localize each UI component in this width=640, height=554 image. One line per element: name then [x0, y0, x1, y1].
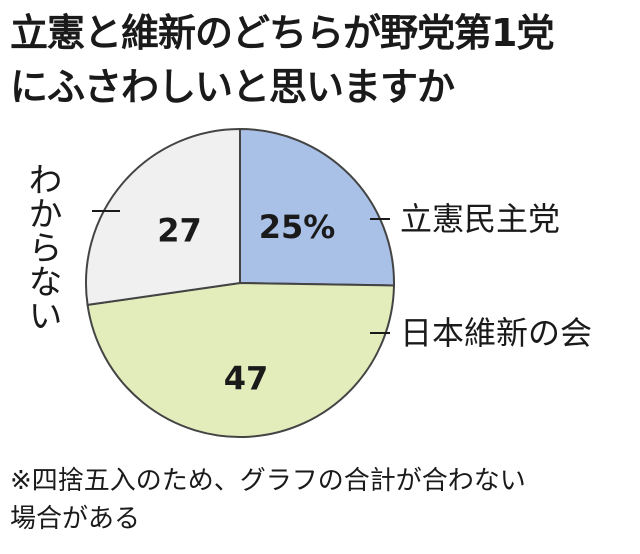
- footnote-line-1: ※四捨五入のため、グラフの合計が合わない: [10, 466, 526, 496]
- footnote-line-2: 場合がある: [10, 504, 141, 534]
- slice-unknown: [85, 127, 241, 307]
- slice-ishin: [86, 281, 395, 438]
- value-label-unknown: 27: [157, 212, 202, 250]
- title-line-1: 立憲と維新のどちらが野党第1党: [10, 11, 554, 55]
- slice-label-ishin: 日本維新の会: [400, 314, 592, 352]
- pie-slices: [85, 127, 395, 438]
- leader-lines: [92, 210, 390, 334]
- footnote: ※四捨五入のため、グラフの合計が合わない 場合がある: [10, 462, 630, 538]
- chart-title: 立憲と維新のどちらが野党第1党 にふさわしいと思いますか: [10, 6, 635, 114]
- title-line-2: にふさわしいと思いますか: [10, 65, 455, 109]
- value-labels: 25% 47 27: [157, 208, 335, 397]
- slice-label-rikken: 立憲民主党: [400, 200, 560, 238]
- slice-label-unknown: わからない: [22, 162, 62, 332]
- value-label-ishin: 47: [224, 359, 269, 397]
- slice-rikken: [239, 127, 395, 287]
- value-label-rikken: 25%: [259, 208, 336, 246]
